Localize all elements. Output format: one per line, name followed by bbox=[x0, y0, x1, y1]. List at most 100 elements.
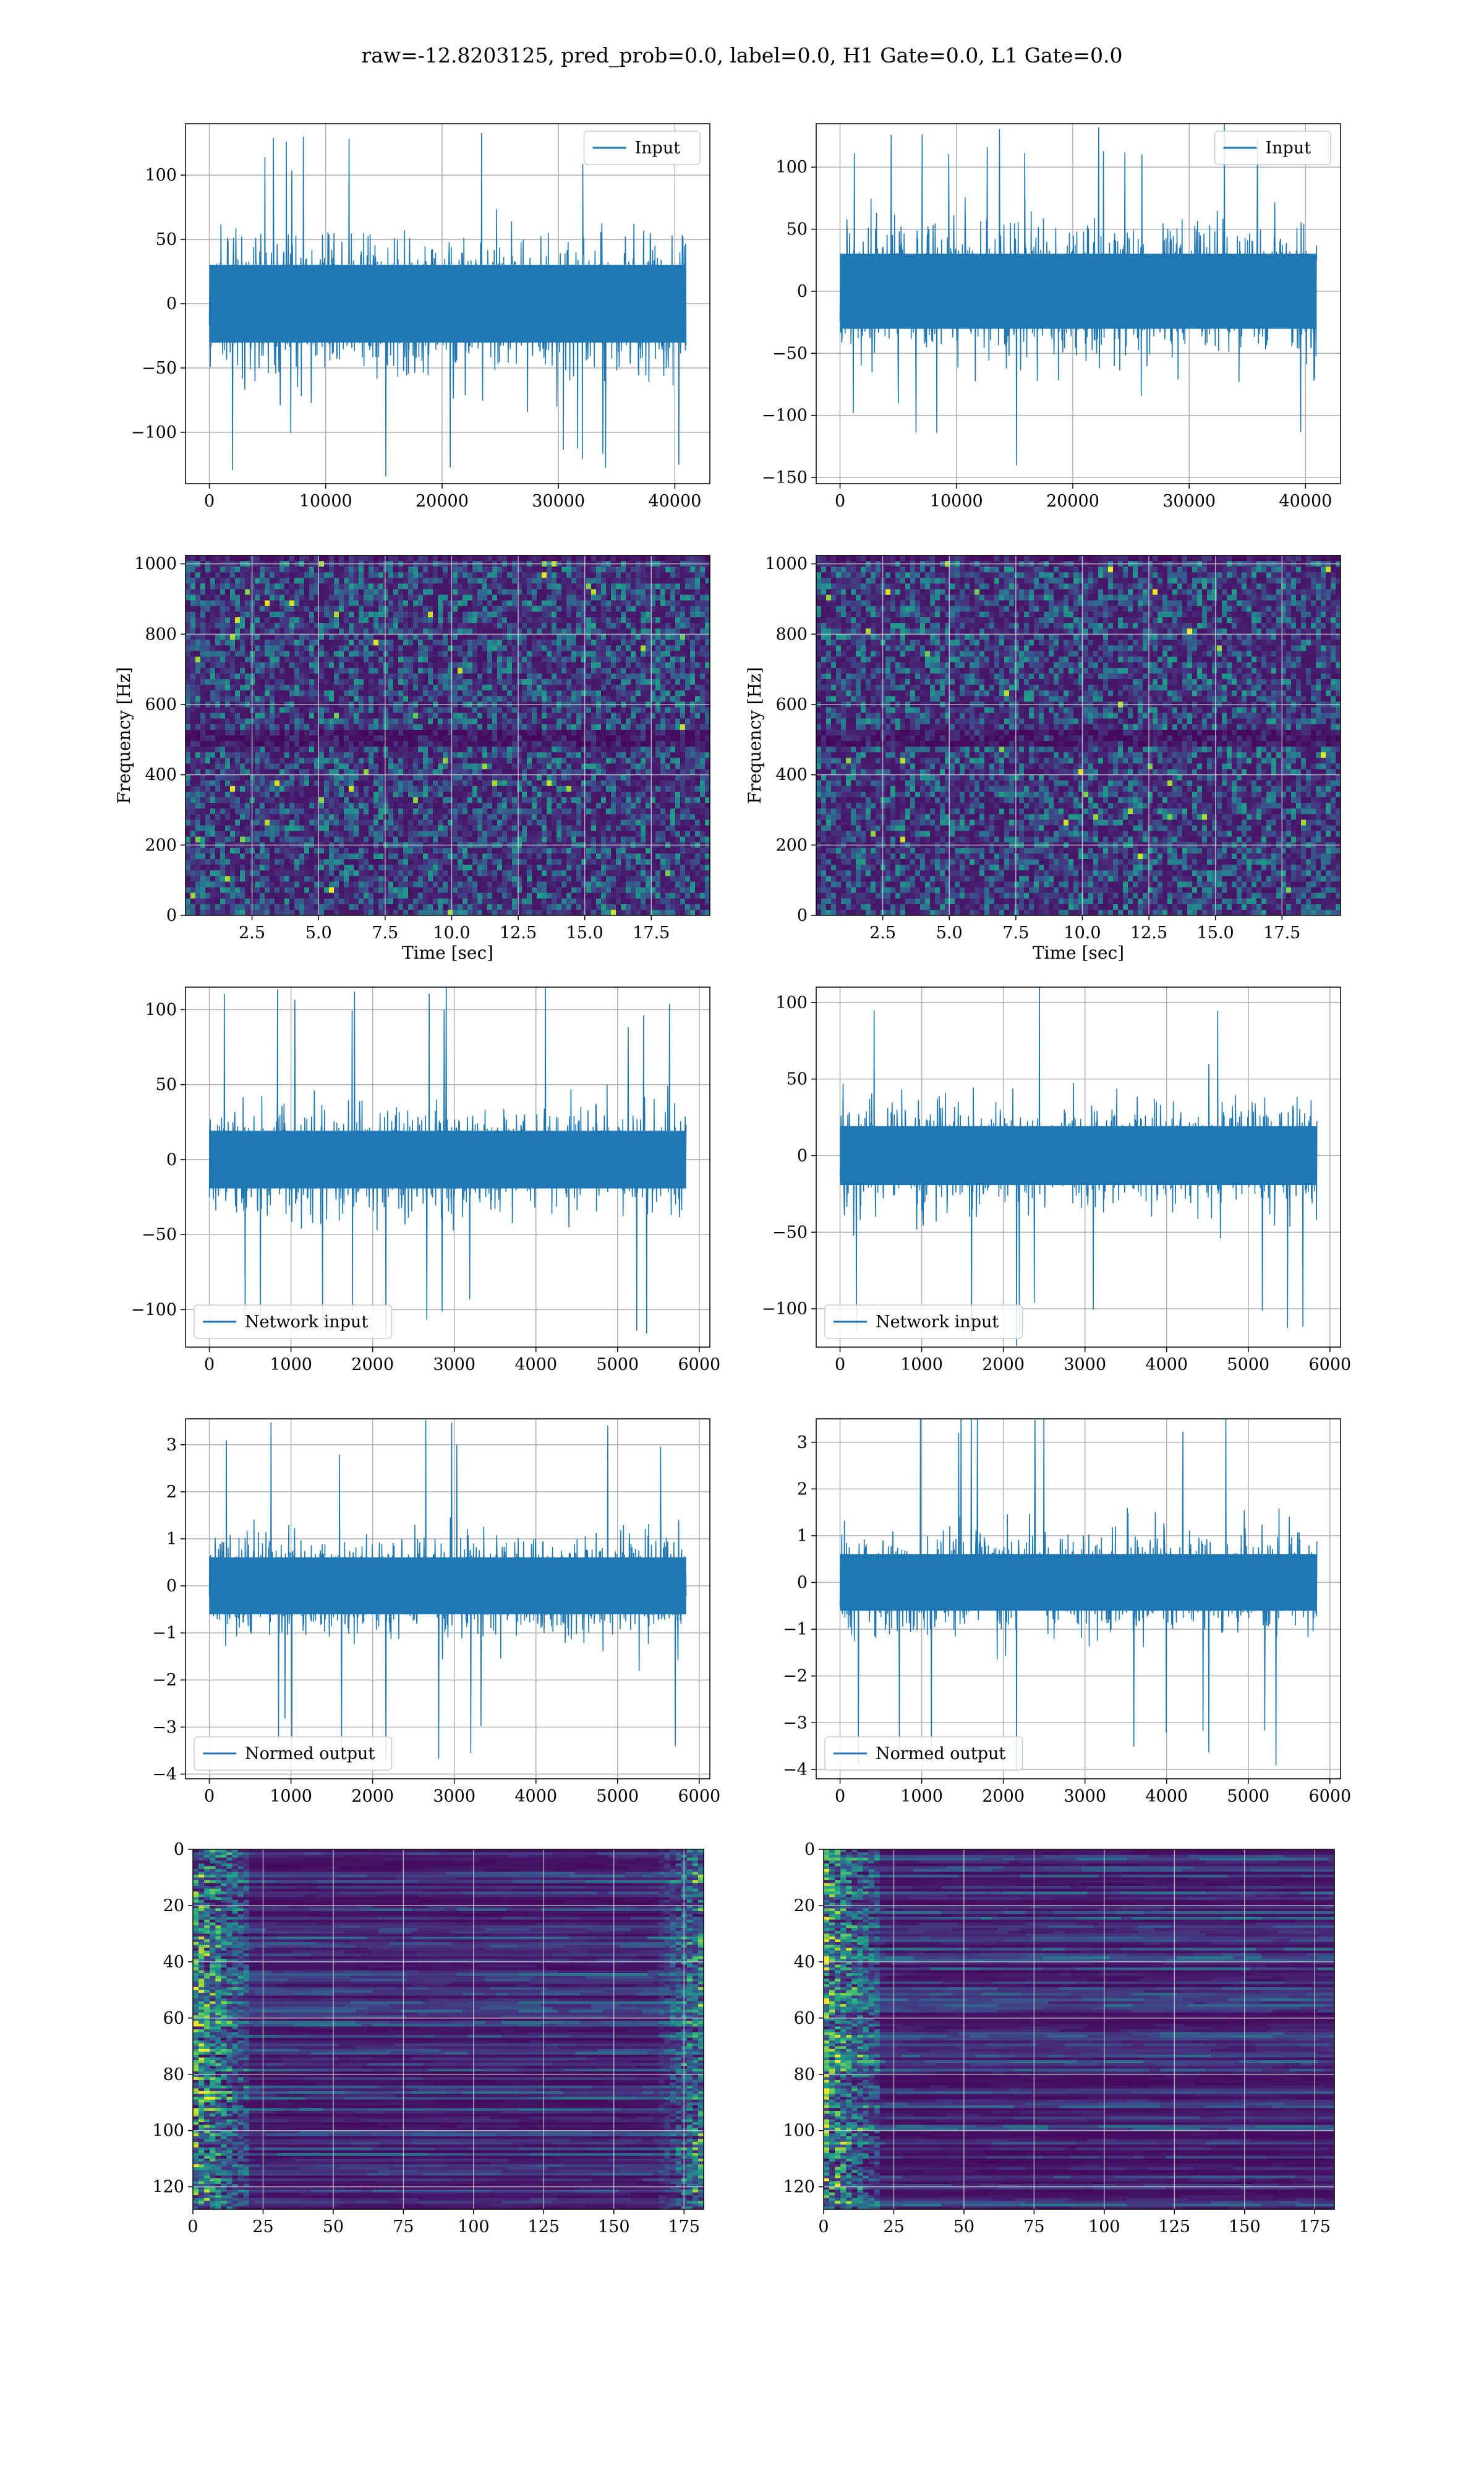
feature-map-right-x-tick-label: 175 bbox=[1298, 2217, 1331, 2236]
normed-output-right-x-tick-label: 5000 bbox=[1227, 1787, 1269, 1806]
feature-map-left-x-tick-label: 125 bbox=[528, 2217, 560, 2236]
feature-map-left-y-tick-label: 0 bbox=[174, 1840, 184, 1859]
network-input-right-series-core bbox=[840, 1126, 1317, 1186]
input-left-y-tick-label: 100 bbox=[145, 166, 177, 185]
spectrogram-right-y-tick-label: 200 bbox=[775, 836, 808, 855]
input-right-x-tick-label: 10000 bbox=[930, 492, 983, 511]
input-right-series-core bbox=[840, 254, 1317, 329]
normed-output-left-y-tick-label: 0 bbox=[166, 1577, 177, 1596]
network-input-right-frame bbox=[816, 987, 1341, 1348]
normed-output-right-x-tick-label: 0 bbox=[835, 1787, 845, 1806]
feature-map-right-x-tick-label: 0 bbox=[818, 2217, 829, 2236]
normed-output-right-y-tick-label: −1 bbox=[783, 1620, 808, 1639]
normed-output-right-panel: 0 1000 2000 3000 4000 5000 6000 −4 −3 −2 −1 0 1 2 3 Nor… bbox=[783, 1418, 1351, 1806]
spectrogram-right-y-axis: 0 200 400 600 800 1000 bbox=[765, 555, 816, 925]
normed-output-right-x-tick-label: 2000 bbox=[982, 1787, 1025, 1806]
spectrogram-right-y-tick-label: 400 bbox=[775, 766, 808, 785]
input-left-y-tick-label: 50 bbox=[156, 230, 177, 249]
network-input-left-x-axis: 0 1000 2000 3000 4000 5000 6000 bbox=[204, 1347, 720, 1374]
normed-output-left-x-tick-label: 2000 bbox=[351, 1787, 394, 1806]
network-input-right-x-tick-label: 6000 bbox=[1308, 1355, 1351, 1374]
feature-map-left-frame bbox=[192, 1849, 704, 2210]
spectrogram-left-frame bbox=[185, 555, 710, 916]
input-left-y-tick-label: 0 bbox=[166, 294, 177, 314]
normed-output-left-legend-label: Normed output bbox=[245, 1744, 375, 1763]
spectrogram-right-x-axis-label: Time [sec] bbox=[1033, 943, 1124, 963]
normed-output-right-y-tick-label: −3 bbox=[783, 1713, 808, 1732]
input-left-series-core bbox=[209, 265, 686, 343]
network-input-right-legend: Network input bbox=[824, 1304, 1023, 1339]
feature-map-right-x-tick-label: 150 bbox=[1229, 2217, 1261, 2236]
spectrogram-right-frame bbox=[816, 555, 1341, 916]
input-left-x-axis: 0 10000 20000 30000 40000 bbox=[204, 484, 701, 511]
network-input-left-legend-label: Network input bbox=[245, 1312, 368, 1332]
spectrogram-right-x-axis: 2.5 5.0 7.5 10.0 12.5 15.0 17.5 bbox=[869, 915, 1300, 943]
network-input-left-series-core bbox=[209, 1131, 686, 1189]
normed-output-right-legend-box bbox=[824, 1736, 1023, 1771]
network-input-right-y-tick-label: 50 bbox=[787, 1070, 808, 1089]
feature-map-right-y-tick-label: 40 bbox=[794, 1953, 815, 1972]
spectrogram-left-x-axis: 2.5 5.0 7.5 10.0 12.5 15.0 17.5 bbox=[239, 915, 670, 943]
network-input-right-y-tick-label: 100 bbox=[775, 993, 808, 1012]
normed-output-right-y-axis: −4 −3 −2 −1 0 1 2 3 bbox=[783, 1433, 816, 1779]
feature-map-left-y-tick-label: 60 bbox=[163, 2009, 184, 2028]
spectrogram-right-x-tick-label: 17.5 bbox=[1263, 923, 1300, 943]
spectrogram-left-plot-area bbox=[186, 555, 710, 915]
network-input-left-legend: Network input bbox=[194, 1304, 393, 1339]
normed-output-left-x-tick-label: 4000 bbox=[514, 1787, 557, 1806]
feature-map-left-y-tick-label: 40 bbox=[163, 1953, 184, 1972]
normed-output-left-legend-box bbox=[194, 1736, 393, 1771]
spectrogram-left-panel: 2.5 5.0 7.5 10.0 12.5 15.0 17.5 0 200 400 600 800 10… bbox=[114, 555, 710, 963]
input-right-y-tick-label: 0 bbox=[797, 282, 808, 301]
network-input-left-y-tick-label: 0 bbox=[166, 1150, 177, 1170]
spectrogram-right-y-tick-label: 0 bbox=[797, 906, 808, 925]
feature-map-left-y-axis: 0 20 40 60 80 100 120 bbox=[152, 1840, 193, 2197]
network-input-right-x-tick-label: 2000 bbox=[982, 1355, 1025, 1374]
input-right-x-tick-label: 40000 bbox=[1279, 492, 1332, 511]
input-left-legend: Input bbox=[583, 131, 701, 165]
network-input-right-legend-box bbox=[824, 1304, 1023, 1339]
input-right-x-tick-label: 30000 bbox=[1162, 492, 1216, 511]
input-right-plot-area bbox=[816, 124, 1341, 484]
feature-map-left-x-axis: 0 25 50 75 100 125 150 175 bbox=[187, 2209, 700, 2236]
normed-output-right-y-tick-label: −2 bbox=[783, 1667, 808, 1686]
input-left-y-tick-label: −100 bbox=[131, 423, 177, 442]
normed-output-right-y-tick-label: 3 bbox=[797, 1433, 808, 1452]
input-left-x-tick-label: 40000 bbox=[648, 492, 701, 511]
normed-output-left-y-tick-label: −3 bbox=[152, 1718, 177, 1737]
feature-map-right-x-axis: 0 25 50 75 100 125 150 175 bbox=[818, 2209, 1331, 2236]
feature-map-left-y-tick-label: 120 bbox=[152, 2178, 184, 2197]
network-input-right-x-tick-label: 3000 bbox=[1064, 1355, 1106, 1374]
spectrogram-right-y-tick-label: 600 bbox=[775, 695, 808, 714]
network-input-right-y-axis: −100 −50 0 50 100 bbox=[762, 993, 816, 1319]
spectrogram-left-x-tick-label: 10.0 bbox=[433, 923, 470, 943]
spectrogram-right-grid bbox=[816, 555, 1341, 915]
feature-map-left-panel: 0 25 50 75 100 125 150 175 0 20 40 60 80 100 120 bbox=[152, 1840, 704, 2236]
feature-map-left-x-tick-label: 0 bbox=[187, 2217, 198, 2236]
feature-map-right-y-tick-label: 80 bbox=[794, 2065, 815, 2084]
spectrogram-left-x-tick-label: 2.5 bbox=[239, 923, 265, 943]
feature-map-right-panel: 0 25 50 75 100 125 150 175 0 20 40 60 80 100 120 bbox=[783, 1840, 1335, 2236]
spectrogram-left-y-tick-label: 800 bbox=[145, 625, 177, 644]
network-input-left-x-tick-label: 3000 bbox=[433, 1355, 475, 1374]
network-input-left-plot-area bbox=[186, 987, 710, 1347]
normed-output-left-legend: Normed output bbox=[194, 1736, 393, 1771]
input-left-legend-box bbox=[583, 131, 701, 165]
spectrogram-right-cells bbox=[816, 555, 1341, 915]
input-left-y-tick-label: −50 bbox=[142, 359, 177, 378]
spectrogram-left-y-tick-label: 200 bbox=[145, 836, 177, 855]
network-input-left-x-tick-label: 5000 bbox=[596, 1355, 639, 1374]
spectrogram-right-x-tick-label: 10.0 bbox=[1064, 923, 1101, 943]
normed-output-right-y-tick-label: −4 bbox=[783, 1760, 808, 1779]
normed-output-right-frame bbox=[816, 1418, 1341, 1779]
spectrogram-right-plot-area bbox=[816, 555, 1341, 915]
normed-output-right-legend: Normed output bbox=[824, 1736, 1023, 1771]
network-input-left-legend-box bbox=[194, 1304, 393, 1339]
input-left-panel: 0 10000 20000 30000 40000 −100 −50 0 50 100 Input bbox=[131, 123, 710, 511]
network-input-right-y-tick-label: −50 bbox=[772, 1223, 808, 1242]
network-input-left-x-tick-label: 1000 bbox=[270, 1355, 312, 1374]
network-input-right-x-tick-label: 4000 bbox=[1145, 1355, 1188, 1374]
spectrogram-right-x-tick-label: 12.5 bbox=[1130, 923, 1167, 943]
normed-output-left-x-tick-label: 3000 bbox=[433, 1787, 475, 1806]
feature-map-right-frame bbox=[823, 1849, 1335, 2210]
